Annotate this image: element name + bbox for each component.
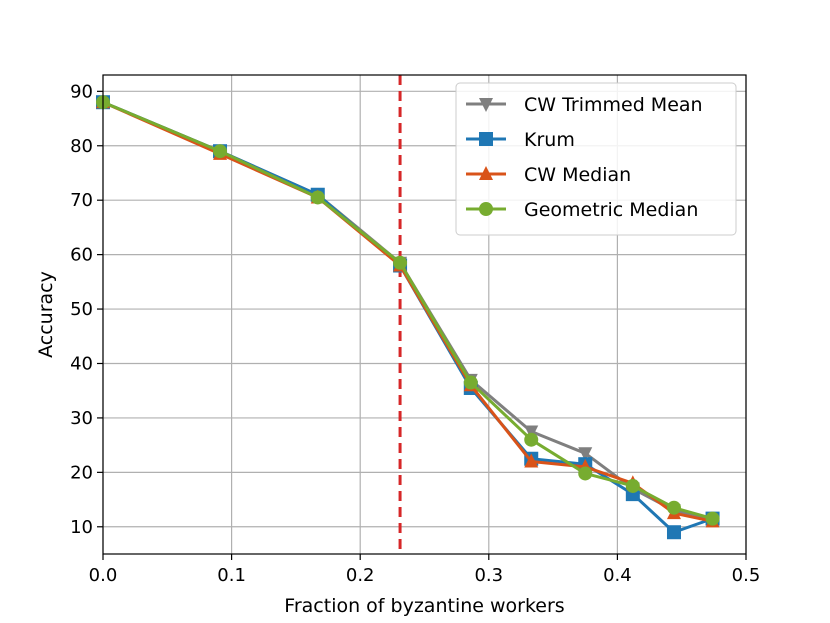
x-tick-label: 0.4 xyxy=(603,565,632,586)
data-point-cw-trimmed-mean xyxy=(578,447,593,462)
data-point-geometric-median xyxy=(213,144,228,159)
data-point-geometric-median xyxy=(310,190,325,205)
legend-box xyxy=(455,82,737,236)
legend-label-cw-median: CW Median xyxy=(524,164,631,186)
legend-label-cw-trimmed-mean: CW Trimmed Mean xyxy=(524,94,703,116)
x-tick-label: 0.3 xyxy=(474,565,503,586)
y-tick-label: 10 xyxy=(70,517,93,538)
data-point-cw-trimmed-mean xyxy=(524,425,539,440)
series-group xyxy=(96,94,720,540)
data-point-geometric-median xyxy=(666,500,681,515)
series-line-geometric-median xyxy=(102,100,713,521)
legend-marker-cw-trimmed-mean xyxy=(479,98,493,112)
legend-marker-geometric-median xyxy=(479,202,493,216)
y-tick-label: 80 xyxy=(70,136,93,157)
x-axis-label: Fraction of byzantine workers xyxy=(284,595,564,617)
y-tick-label: 40 xyxy=(70,353,93,374)
data-point-cw-median xyxy=(524,453,539,468)
data-point-geometric-median xyxy=(393,255,408,270)
data-point-geometric-median xyxy=(524,432,539,447)
series-geometric-median xyxy=(96,95,720,526)
legend-marker-cw-median xyxy=(479,166,493,180)
axis-ticks: 0.0 0.1 0.2 0.3 0.4 0.5 10 20 30 40 50 60 70 80 90 xyxy=(70,81,760,586)
y-tick-label: 50 xyxy=(70,299,93,320)
data-point-geometric-median xyxy=(463,375,478,390)
x-tick-label: 0.5 xyxy=(732,565,761,586)
legend-marker-krum xyxy=(479,132,493,146)
data-point-krum xyxy=(666,525,681,540)
y-tick-label: 90 xyxy=(70,81,93,102)
y-tick-label: 20 xyxy=(70,462,93,483)
y-tick-label: 60 xyxy=(70,245,93,266)
plot-frame xyxy=(102,74,747,555)
data-point-geometric-median xyxy=(578,466,593,481)
legend-label-geometric-median: Geometric Median xyxy=(524,199,698,221)
x-tick-label: 0.2 xyxy=(346,565,375,586)
legend: CW Trimmed Mean Krum CW Median Geometric Me… xyxy=(455,82,737,236)
data-point-geometric-median xyxy=(625,478,640,493)
legend-label-krum: Krum xyxy=(524,129,575,151)
data-point-geometric-median xyxy=(705,511,720,526)
x-tick-label: 0.1 xyxy=(217,565,246,586)
y-tick-label: 70 xyxy=(70,190,93,211)
y-axis-label: Accuracy xyxy=(35,271,57,358)
x-tick-label: 0.0 xyxy=(89,565,118,586)
y-tick-label: 30 xyxy=(70,408,93,429)
